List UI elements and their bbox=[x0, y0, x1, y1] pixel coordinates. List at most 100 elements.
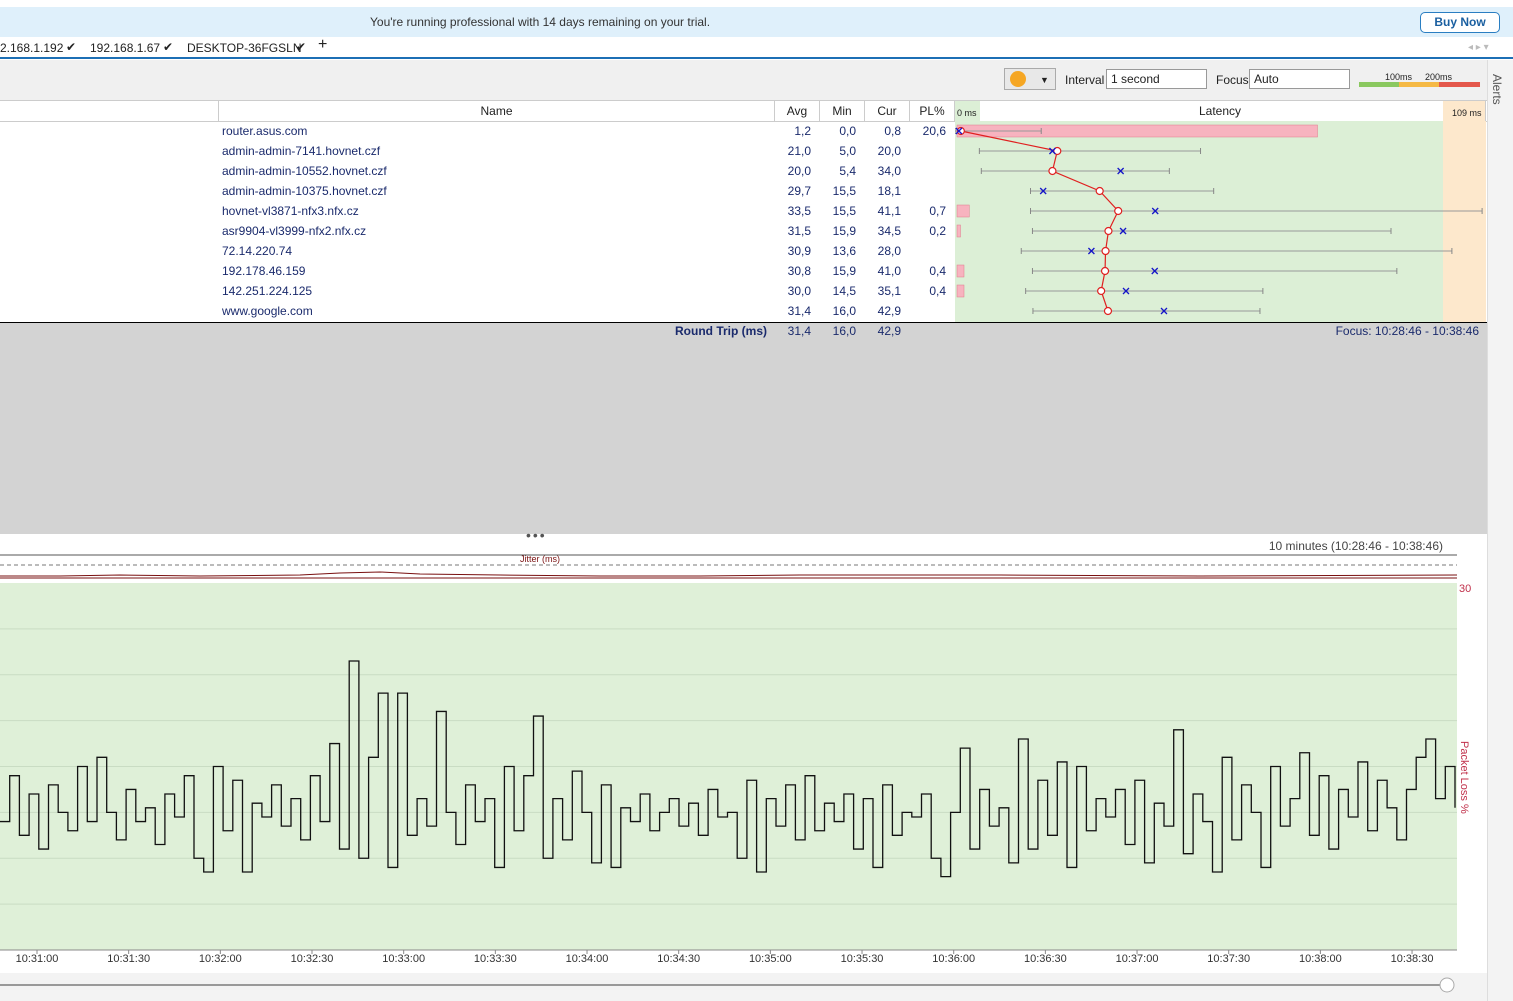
avg-marker bbox=[1102, 248, 1109, 255]
cur-cell: 41,1 bbox=[878, 204, 901, 218]
splitter-handle[interactable]: ••• bbox=[526, 528, 547, 542]
jitter-label: Jitter (ms) bbox=[520, 554, 560, 564]
cur-cell: 20,0 bbox=[878, 144, 901, 158]
x-tick-label: 10:31:00 bbox=[16, 953, 59, 965]
column-header[interactable]: Name bbox=[218, 101, 775, 121]
cur-cell: 0,8 bbox=[884, 124, 901, 138]
pause-icon[interactable] bbox=[1010, 71, 1026, 87]
avg-cell: 33,5 bbox=[788, 204, 811, 218]
latency-scale-end: 109 ms bbox=[1452, 106, 1482, 120]
banner-message: You're running professional with 14 days… bbox=[370, 15, 710, 29]
avg-cell: 29,7 bbox=[788, 184, 811, 198]
column-header[interactable]: Cur bbox=[865, 101, 910, 121]
x-tick-label: 10:33:30 bbox=[474, 953, 517, 965]
min-cell: 13,6 bbox=[833, 244, 856, 258]
cur-cell: 34,0 bbox=[878, 164, 901, 178]
avg-marker bbox=[1102, 268, 1109, 275]
tab-scroll[interactable]: ◂ ▸ ▾ bbox=[1468, 41, 1489, 55]
host-name: asr9904-vl3999-nfx2.nfx.cz bbox=[222, 224, 366, 238]
avg-marker bbox=[1096, 188, 1103, 195]
x-tick-label: 10:33:00 bbox=[382, 953, 425, 965]
tab[interactable]: 192.168.1.67 bbox=[90, 41, 160, 55]
dropdown-arrow[interactable]: ▼ bbox=[1040, 73, 1049, 87]
avg-cell: 30,8 bbox=[788, 264, 811, 278]
focus-select[interactable]: Auto bbox=[1249, 69, 1350, 89]
avg-cell: 20,0 bbox=[788, 164, 811, 178]
interval-select[interactable]: 1 second bbox=[1106, 69, 1207, 89]
packet-loss-bar bbox=[957, 265, 964, 277]
avg-cell: 31,4 bbox=[788, 304, 811, 318]
column-header[interactable]: Latency bbox=[955, 101, 1486, 121]
focus-label: Focus bbox=[1216, 73, 1249, 87]
cur-cell: 28,0 bbox=[878, 244, 901, 258]
host-name: 192.178.46.159 bbox=[222, 264, 305, 278]
host-name: 142.251.224.125 bbox=[222, 284, 312, 298]
tab[interactable]: 2.168.1.192 bbox=[0, 41, 63, 55]
interval-label: Interval bbox=[1065, 73, 1104, 87]
legend-bar-green bbox=[1359, 82, 1399, 87]
add-tab-button[interactable]: + bbox=[318, 38, 327, 52]
tab[interactable]: DESKTOP-36FGSLN bbox=[187, 41, 301, 55]
packet-loss-bar bbox=[957, 205, 969, 217]
pl-cell: 0,4 bbox=[929, 284, 946, 298]
column-header[interactable]: Avg bbox=[775, 101, 820, 121]
summary-min: 16,0 bbox=[833, 324, 856, 338]
alerts-tab[interactable]: Alerts bbox=[1490, 74, 1504, 105]
host-name: admin-admin-10552.hovnet.czf bbox=[222, 164, 387, 178]
trial-banner bbox=[0, 7, 1513, 37]
cur-cell: 35,1 bbox=[878, 284, 901, 298]
check-icon: ✔ bbox=[163, 40, 173, 54]
min-cell: 15,9 bbox=[833, 224, 856, 238]
avg-cell: 30,0 bbox=[788, 284, 811, 298]
avg-marker bbox=[1115, 208, 1122, 215]
min-cell: 15,5 bbox=[833, 204, 856, 218]
timeline-range[interactable]: 10 minutes (10:28:46 - 10:38:46) bbox=[1269, 539, 1443, 553]
buy-now-button[interactable]: Buy Now bbox=[1420, 12, 1500, 33]
x-tick-label: 10:34:00 bbox=[566, 953, 609, 965]
check-icon: ✔ bbox=[296, 40, 306, 54]
cur-cell: 18,1 bbox=[878, 184, 901, 198]
min-cell: 15,5 bbox=[833, 184, 856, 198]
x-tick-label: 10:32:00 bbox=[199, 953, 242, 965]
legend-bar-red bbox=[1439, 82, 1480, 87]
x-tick-label: 10:38:30 bbox=[1391, 953, 1434, 965]
avg-cell: 21,0 bbox=[788, 144, 811, 158]
pl-cell: 0,7 bbox=[929, 204, 946, 218]
focus-range: Focus: 10:28:46 - 10:38:46 bbox=[1336, 324, 1479, 338]
side-panel bbox=[1487, 60, 1513, 1001]
packet-loss-bar bbox=[957, 285, 964, 297]
packet-loss-bar bbox=[957, 225, 961, 237]
cur-cell: 41,0 bbox=[878, 264, 901, 278]
table-body: router.asus.com1,20,00,820,6admin-admin-… bbox=[0, 121, 955, 322]
x-tick-label: 10:36:30 bbox=[1024, 953, 1067, 965]
column-header[interactable]: Min bbox=[820, 101, 865, 121]
check-icon: ✔ bbox=[66, 40, 76, 54]
min-cell: 5,4 bbox=[839, 164, 856, 178]
summary-area bbox=[0, 323, 1487, 534]
right-axis-label: Packet Loss % bbox=[1458, 741, 1470, 814]
x-tick-label: 10:38:00 bbox=[1299, 953, 1342, 965]
min-cell: 14,5 bbox=[833, 284, 856, 298]
scrollbar-thumb[interactable] bbox=[1440, 978, 1454, 992]
avg-marker bbox=[1104, 308, 1111, 315]
min-cell: 15,9 bbox=[833, 264, 856, 278]
host-name: admin-admin-10375.hovnet.czf bbox=[222, 184, 387, 198]
timeline-chart: Jitter (ms) Packet Loss % 30 10:31:0010:… bbox=[0, 553, 1487, 1001]
x-tick-label: 10:36:00 bbox=[932, 953, 975, 965]
min-cell: 5,0 bbox=[839, 144, 856, 158]
column-header[interactable]: PL% bbox=[910, 101, 955, 121]
latency-graph bbox=[955, 121, 1486, 322]
summary-label: Round Trip (ms) bbox=[675, 324, 767, 338]
avg-marker bbox=[1049, 168, 1056, 175]
avg-cell: 31,5 bbox=[788, 224, 811, 238]
host-name: admin-admin-7141.hovnet.czf bbox=[222, 144, 380, 158]
x-tick-label: 10:32:30 bbox=[291, 953, 334, 965]
cur-cell: 34,5 bbox=[878, 224, 901, 238]
summary-avg: 31,4 bbox=[788, 324, 811, 338]
avg-marker bbox=[1105, 228, 1112, 235]
scrollbar-track bbox=[0, 973, 1487, 1001]
avg-marker bbox=[1098, 288, 1105, 295]
x-tick-label: 10:37:30 bbox=[1207, 953, 1250, 965]
pl-cell: 0,4 bbox=[929, 264, 946, 278]
